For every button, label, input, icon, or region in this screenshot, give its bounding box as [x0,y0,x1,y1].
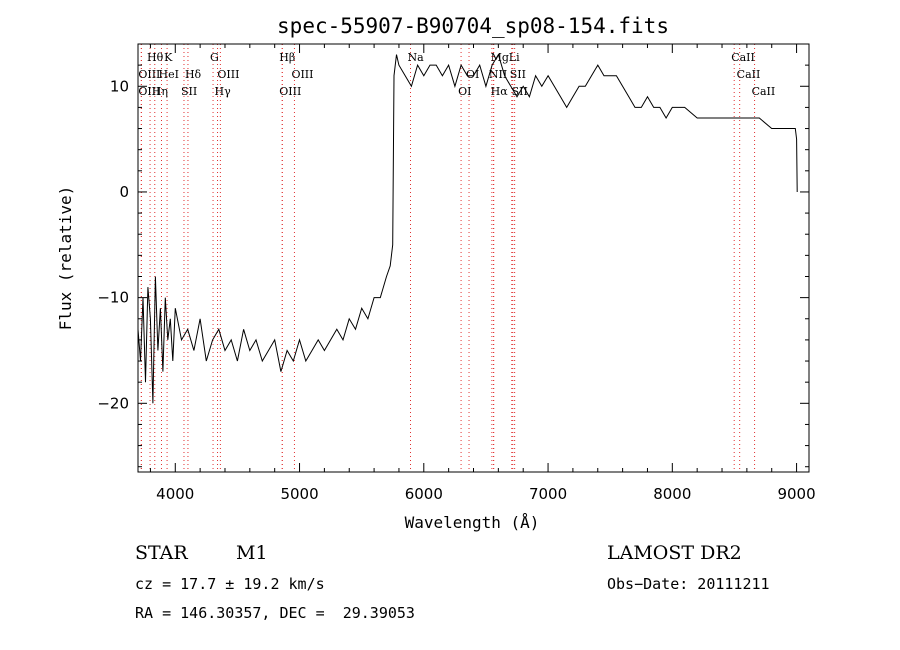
x-tick-label-4: 8000 [653,485,691,503]
plot-frame [137,43,810,473]
line-label-17: OIII [138,85,160,98]
plot-area: 4000 5000 6000 7000 8000 9000 −20 −10 0 10 Hθ K G Hβ N… [97,43,816,503]
line-label-5: Mg [491,51,509,64]
x-tick-label-0: 4000 [156,485,194,503]
line-label-1: K [164,51,173,64]
x-tick-label-5: 9000 [777,485,815,503]
y-tick-label-2: 0 [119,183,129,201]
x-tick-label-1: 5000 [280,485,318,503]
line-label-18: Hη [152,85,168,98]
line-label-12: OIII [291,68,313,81]
line-label-23: Hα [491,85,509,98]
x-tick-label-3: 7000 [529,485,567,503]
line-label-15: SII [510,68,526,81]
line-label-22: OI [458,85,471,98]
survey-name: LAMOST DR2 [607,542,742,564]
redshift-velocity: cz = 17.7 ± 19.2 km/s [135,575,325,593]
line-label-13: OI [466,68,479,81]
object-subclass: M1 [236,542,268,564]
line-label-8: OIII [138,68,160,81]
line-label-19: SII [181,85,197,98]
line-label-16: CaII [737,68,761,81]
line-label-7: CaII [731,51,755,64]
y-tick-label-1: −10 [97,289,129,307]
y-tick-label-0: −20 [97,394,129,412]
spectrum-line [137,53,798,404]
line-label-10: Hδ [185,68,202,81]
y-tick-label-3: 10 [110,77,129,95]
sky-coordinates: RA = 146.30357, DEC = 29.39053 [135,604,415,622]
line-label-3: Hβ [279,51,295,64]
line-label-6: Li [509,51,520,64]
line-label-4: Na [408,51,425,64]
y-axis-label: Flux (relative) [56,186,75,331]
line-label-2: G [210,51,219,64]
observation-date: Obs−Date: 20111211 [607,575,770,593]
line-label-24: SII [512,85,528,98]
line-label-9: HeI [158,68,178,81]
line-label-25: CaII [752,85,776,98]
line-label-21: OIII [279,85,301,98]
x-tick-label-2: 6000 [405,485,443,503]
object-type: STAR [135,542,188,564]
line-label-14: NII [489,68,507,81]
x-axis-label: Wavelength (Å) [405,513,540,532]
chart-title: spec-55907-B90704_sp08-154.fits [277,14,669,38]
line-label-0: Hθ [147,51,164,64]
line-label-11: OIII [217,68,239,81]
line-label-20: Hγ [215,85,232,98]
